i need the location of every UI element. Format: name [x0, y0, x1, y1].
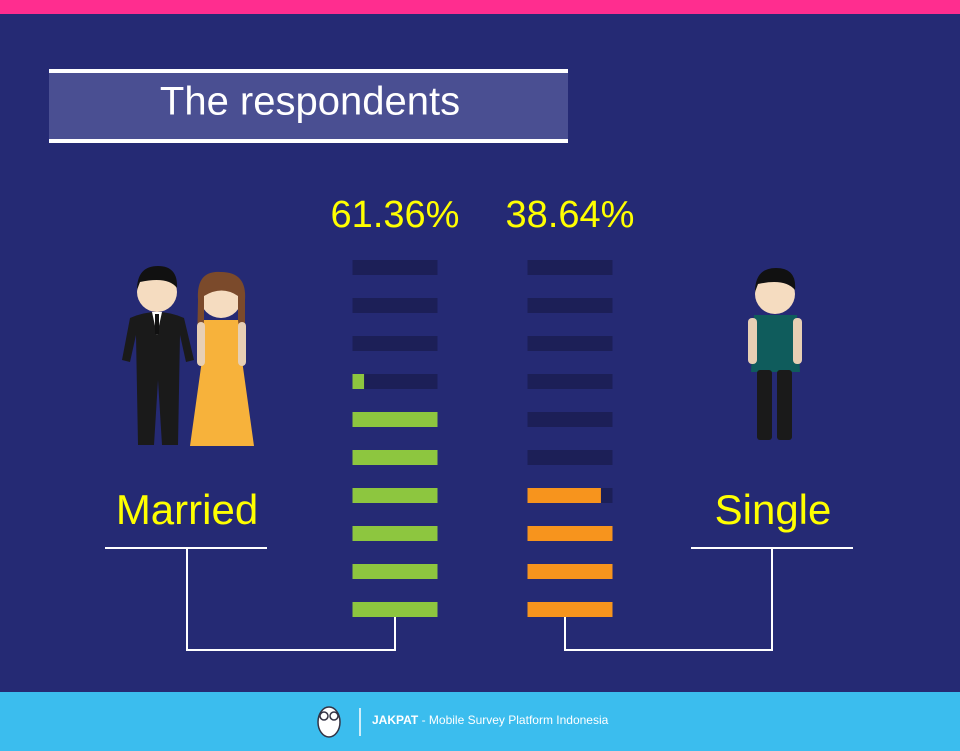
segment-track: [352, 374, 438, 389]
category-label: Single: [715, 486, 832, 533]
segment-track: [352, 336, 438, 351]
value-label: 61.36%: [331, 194, 460, 236]
top-band: [0, 0, 960, 14]
bar-segment: [352, 526, 438, 541]
owl-logo: [317, 706, 341, 738]
bar-segment: [527, 488, 601, 503]
married-icon: [122, 266, 254, 446]
title-rule: [49, 139, 568, 143]
footer-band: [0, 692, 960, 751]
bar-segment: [352, 488, 438, 503]
segment-track: [527, 450, 613, 465]
title-box: [49, 69, 568, 143]
title-rule: [49, 69, 568, 73]
segment-track: [527, 336, 613, 351]
category-label: Married: [116, 486, 258, 533]
footer-text: JAKPAT - Mobile Survey Platform Indonesi…: [372, 713, 609, 727]
title: The respondents: [160, 80, 460, 124]
bar-segment: [527, 564, 613, 579]
bar-segment: [352, 450, 438, 465]
bar-segment: [352, 564, 438, 579]
segment-track: [527, 260, 613, 275]
value-label: 38.64%: [506, 194, 635, 236]
bar-segment: [527, 526, 613, 541]
bar-segment: [352, 412, 438, 427]
connectors: [105, 547, 853, 651]
segment-track: [527, 298, 613, 313]
segment-track: [352, 298, 438, 313]
bar-segment: [352, 602, 438, 617]
footer-brand: JAKPAT: [372, 713, 419, 727]
bar-segment: [527, 602, 613, 617]
footer-tagline: - Mobile Survey Platform Indonesia: [418, 713, 608, 727]
segment-track: [527, 412, 613, 427]
bar-segment: [352, 374, 365, 389]
single-icon: [748, 268, 802, 440]
segment-track: [527, 374, 613, 389]
segment-track: [352, 260, 438, 275]
